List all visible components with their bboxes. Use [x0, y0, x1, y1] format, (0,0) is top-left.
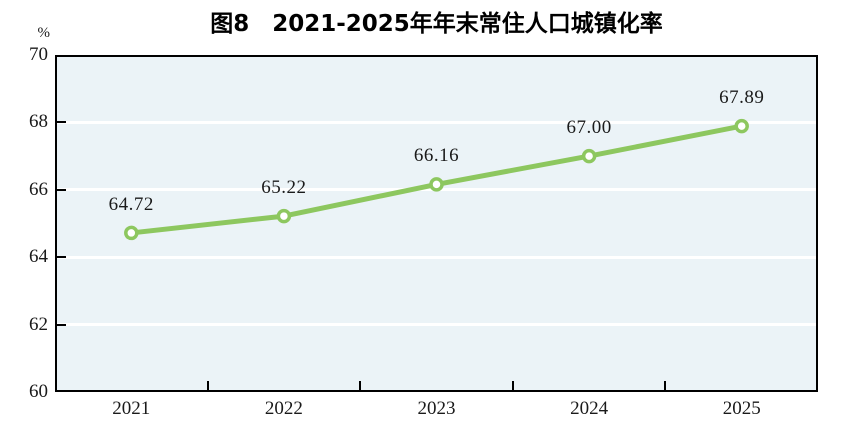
x-axis-tick-label: 2023 [417, 398, 456, 419]
gridline [57, 323, 816, 327]
y-axis-tick-label: 70 [29, 44, 48, 65]
y-axis-tick-label: 60 [29, 381, 48, 402]
y-axis-tick [57, 323, 66, 326]
data-point-label: 64.72 [108, 193, 154, 215]
y-axis-tick-label: 66 [29, 178, 48, 200]
y-axis-tick [57, 188, 66, 191]
y-axis-tick-label: 64 [29, 246, 48, 268]
x-axis-tick [359, 381, 362, 390]
data-point-label: 66.16 [413, 145, 460, 167]
chart-title: 图8 2021-2025年年末常住人口城镇化率 [210, 11, 663, 37]
x-axis-tick [511, 381, 514, 390]
gridline [57, 120, 816, 124]
data-point-label: 67.00 [566, 117, 612, 139]
y-axis-tick-label: 68 [29, 111, 48, 133]
x-axis-tick-label: 2022 [264, 398, 303, 419]
x-axis-tick-label: 2024 [570, 398, 609, 419]
data-point-label: 67.89 [719, 87, 765, 109]
y-axis-tick [57, 256, 66, 259]
y-axis-tick-label: 62 [29, 313, 48, 335]
x-axis-tick [206, 381, 209, 390]
data-point-label: 65.22 [261, 177, 307, 199]
gridline [57, 188, 816, 192]
x-axis-tick-label: 2025 [722, 398, 761, 419]
y-axis-unit-label: % [37, 25, 51, 41]
y-axis-tick [57, 121, 66, 124]
gridline [57, 255, 816, 259]
x-axis-tick [664, 381, 667, 390]
x-axis-tick-label: 2021 [112, 398, 151, 419]
